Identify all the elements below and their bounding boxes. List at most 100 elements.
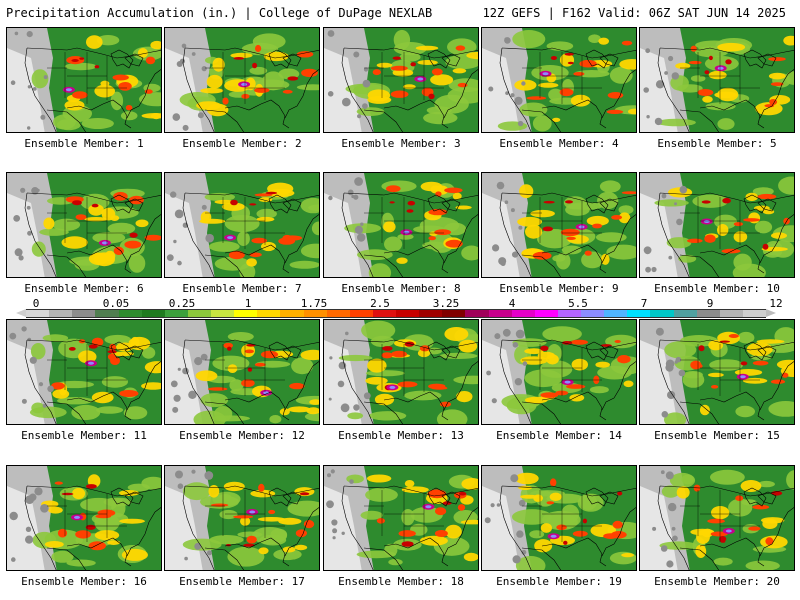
ensemble-member-label: Ensemble Member: 16 (21, 575, 147, 588)
precip-map (323, 465, 479, 571)
ensemble-panel: Ensemble Member: 14 (481, 319, 637, 442)
precip-map (323, 27, 479, 133)
legend-color-bin (26, 310, 50, 317)
ensemble-panel: Ensemble Member: 4 (481, 27, 637, 150)
ensemble-member-label: Ensemble Member: 12 (179, 429, 305, 442)
ensemble-panel: Ensemble Member: 11 (6, 319, 162, 442)
legend-color-bin (488, 310, 512, 317)
precip-map (481, 319, 637, 425)
ensemble-member-label: Ensemble Member: 18 (338, 575, 464, 588)
ensemble-member-label: Ensemble Member: 14 (496, 429, 622, 442)
legend-color-bin (581, 310, 605, 317)
precip-map (639, 465, 795, 571)
precip-map (639, 172, 795, 278)
ensemble-panel: Ensemble Member: 3 (323, 27, 479, 150)
legend-tick-label: 7 (640, 297, 648, 310)
legend-tick-label: 2.5 (370, 297, 390, 310)
legend-color-bin (534, 310, 558, 317)
legend-color-bin (419, 310, 443, 317)
legend-max-arrow (766, 309, 776, 317)
legend-colorbar (26, 309, 766, 318)
ensemble-member-label: Ensemble Member: 1 (24, 137, 144, 150)
ensemble-member-label: Ensemble Member: 6 (24, 282, 144, 295)
ensemble-panel: Ensemble Member: 5 (639, 27, 795, 150)
legend-color-bin (349, 310, 373, 317)
legend-tick-label: 0.05 (102, 297, 130, 310)
legend-color-bin (465, 310, 489, 317)
legend-color-bin (187, 310, 211, 317)
legend-color-bin (164, 310, 188, 317)
ensemble-panel: Ensemble Member: 17 (164, 465, 320, 588)
ensemble-panel: Ensemble Member: 19 (481, 465, 637, 588)
legend-min-arrow (16, 309, 26, 317)
legend-color-bin (303, 310, 327, 317)
legend-tick-label: 4 (508, 297, 516, 310)
legend-color-bin (627, 310, 651, 317)
legend-color-bin (257, 310, 281, 317)
ensemble-member-label: Ensemble Member: 15 (654, 429, 780, 442)
precip-map (164, 319, 320, 425)
ensemble-panel: Ensemble Member: 18 (323, 465, 479, 588)
legend-color-bin (396, 310, 420, 317)
legend-color-bin (280, 310, 304, 317)
legend-tick-label: 1 (244, 297, 252, 310)
ensemble-member-label: Ensemble Member: 9 (499, 282, 619, 295)
legend-tick-label: 3.25 (432, 297, 460, 310)
precip-map (639, 27, 795, 133)
legend-color-bin (742, 310, 766, 317)
precip-map (6, 172, 162, 278)
ensemble-member-label: Ensemble Member: 8 (341, 282, 461, 295)
ensemble-member-label: Ensemble Member: 20 (654, 575, 780, 588)
legend-color-bin (49, 310, 73, 317)
legend-color-bin (696, 310, 720, 317)
precip-map (481, 172, 637, 278)
legend-tick-label: 0.25 (168, 297, 196, 310)
legend-color-bin (326, 310, 350, 317)
legend-color-bin (650, 310, 674, 317)
ensemble-member-label: Ensemble Member: 4 (499, 137, 619, 150)
precip-map (639, 319, 795, 425)
legend-color-bin (95, 310, 119, 317)
legend-color-bin (72, 310, 96, 317)
ensemble-member-label: Ensemble Member: 3 (341, 137, 461, 150)
legend-color-bin (372, 310, 396, 317)
ensemble-member-label: Ensemble Member: 5 (657, 137, 777, 150)
precip-legend: 0 0.05 0.25 1 1.75 2.5 3.25 4 5.5 7 9 12 (14, 297, 790, 321)
model-run-info: 12Z GEFS | F162 Valid: 06Z SAT JUN 14 20… (482, 6, 786, 20)
precip-map (6, 465, 162, 571)
legend-color-bin (118, 310, 142, 317)
legend-color-bin (557, 310, 581, 317)
ensemble-panel: Ensemble Member: 7 (164, 172, 320, 295)
ensemble-member-label: Ensemble Member: 11 (21, 429, 147, 442)
precip-map (481, 465, 637, 571)
legend-color-bin (141, 310, 165, 317)
ensemble-grid: Ensemble Member: 1 Ensemble Member: 2 Ense… (6, 27, 796, 597)
ensemble-panel: Ensemble Member: 6 (6, 172, 162, 295)
legend-tick-label: 12 (769, 297, 783, 310)
legend-tick-label: 1.75 (300, 297, 328, 310)
precip-map (6, 319, 162, 425)
precip-map (164, 465, 320, 571)
legend-color-bin (234, 310, 258, 317)
ensemble-panel: Ensemble Member: 20 (639, 465, 795, 588)
precip-map (323, 319, 479, 425)
legend-color-bin (442, 310, 466, 317)
ensemble-panel: Ensemble Member: 12 (164, 319, 320, 442)
legend-tick-label: 5.5 (568, 297, 588, 310)
precip-map (323, 172, 479, 278)
ensemble-panel: Ensemble Member: 1 (6, 27, 162, 150)
ensemble-member-label: Ensemble Member: 13 (338, 429, 464, 442)
legend-tick-label: 9 (706, 297, 714, 310)
precip-map (164, 172, 320, 278)
ensemble-member-label: Ensemble Member: 2 (182, 137, 302, 150)
precip-map (6, 27, 162, 133)
legend-tick-label: 0 (32, 297, 40, 310)
ensemble-member-label: Ensemble Member: 10 (654, 282, 780, 295)
ensemble-panel: Ensemble Member: 13 (323, 319, 479, 442)
legend-color-bin (673, 310, 697, 317)
precip-map (481, 27, 637, 133)
legend-color-bin (211, 310, 235, 317)
ensemble-panel: Ensemble Member: 10 (639, 172, 795, 295)
ensemble-member-label: Ensemble Member: 7 (182, 282, 302, 295)
ensemble-panel: Ensemble Member: 2 (164, 27, 320, 150)
